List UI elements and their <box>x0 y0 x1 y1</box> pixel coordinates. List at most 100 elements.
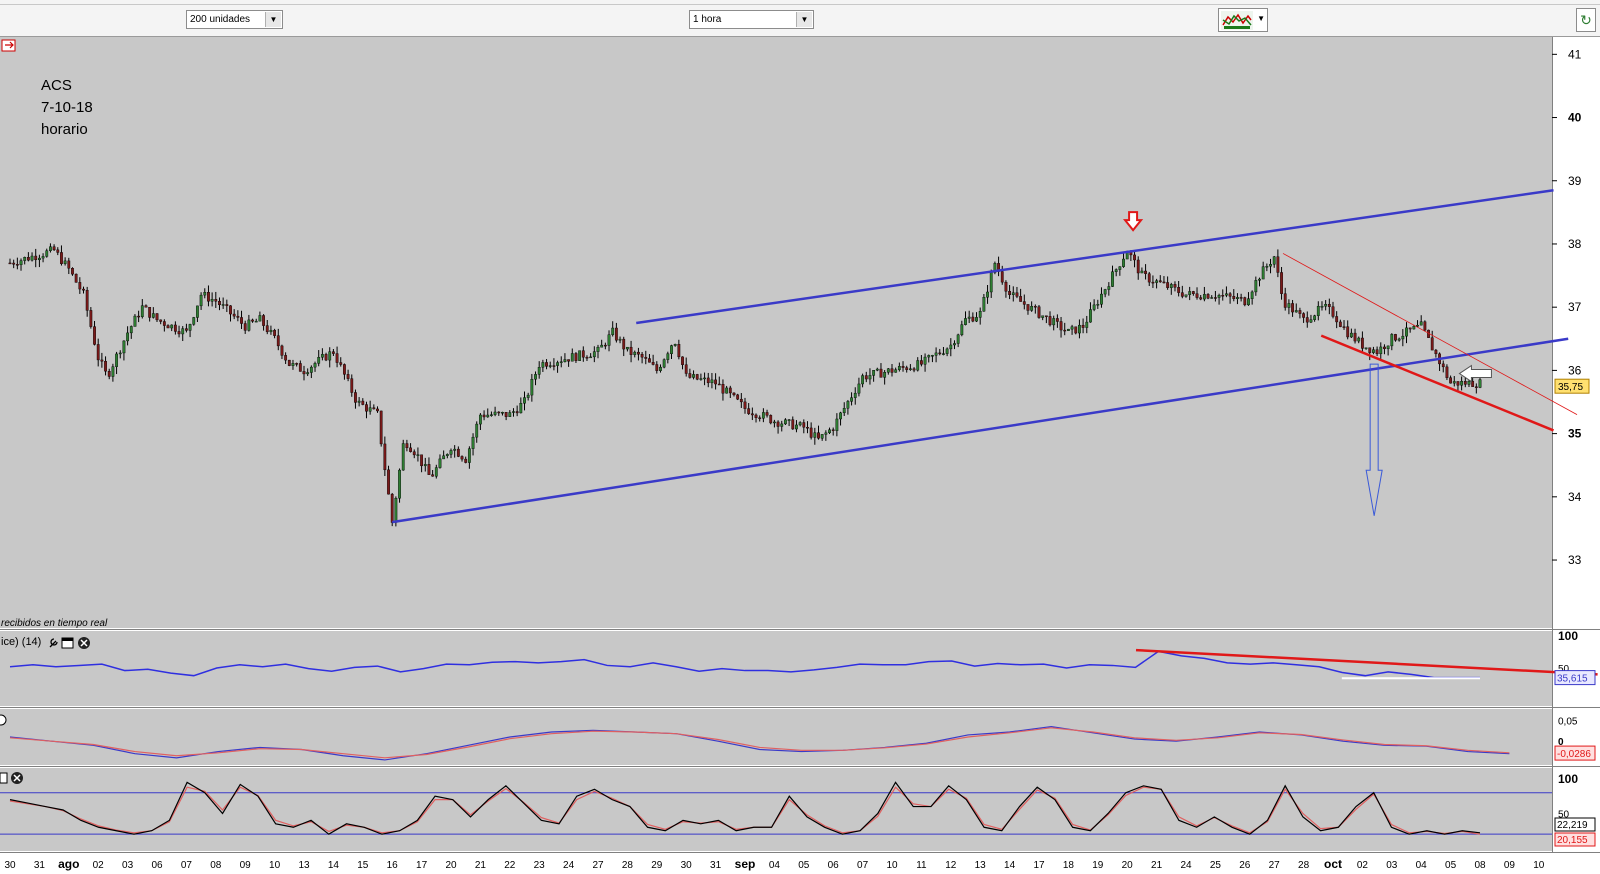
price-panel <box>0 37 1552 628</box>
stoch-d-label: 20,155 <box>1557 835 1588 846</box>
candle-body <box>971 316 975 322</box>
x-tick-label: 31 <box>710 860 722 871</box>
candle-body <box>559 361 563 363</box>
chevron-down-icon[interactable]: ▼ <box>796 12 812 27</box>
x-tick-label: 16 <box>387 860 399 871</box>
candle-body <box>207 292 210 302</box>
candle-body <box>258 315 262 322</box>
export-icon[interactable] <box>1 39 16 52</box>
window-icon[interactable] <box>0 772 8 784</box>
x-tick-label: sep <box>735 857 756 871</box>
candle-body <box>1283 293 1287 308</box>
candle-body <box>523 397 526 404</box>
candle-body <box>1044 315 1048 317</box>
candle-body <box>622 338 626 350</box>
candle-body <box>626 346 629 350</box>
refresh-icon[interactable]: ↻ <box>1576 8 1596 32</box>
window-icon[interactable] <box>61 637 74 649</box>
candle-body <box>1430 337 1434 351</box>
candle-body <box>313 363 317 368</box>
last-price-label: 35,75 <box>1558 382 1583 393</box>
candle-body <box>640 354 644 358</box>
candle-body <box>1089 309 1092 323</box>
candle-body <box>938 352 942 355</box>
x-tick-label: 06 <box>828 860 840 871</box>
chart-type-button[interactable]: ▼ <box>1218 8 1268 32</box>
candle-body <box>1239 297 1243 299</box>
chevron-down-icon[interactable]: ▼ <box>265 12 281 27</box>
candle-body <box>232 313 236 317</box>
candle-body <box>1460 381 1464 386</box>
candle-body <box>1103 289 1107 295</box>
timeframe-select[interactable]: 1 hora ▼ <box>689 10 814 29</box>
candle-body <box>309 366 313 373</box>
candle-body <box>787 419 791 421</box>
candle-body <box>1401 335 1405 340</box>
candle-body <box>927 355 931 358</box>
candle-body <box>1386 345 1390 349</box>
candle-body <box>1291 303 1294 313</box>
candle-body <box>1419 321 1423 326</box>
candle-body <box>651 362 655 365</box>
candle-body <box>886 368 890 373</box>
candle-body <box>956 334 960 344</box>
candle-body <box>15 264 19 266</box>
x-tick-label: 07 <box>181 860 193 871</box>
candle-body <box>137 315 141 318</box>
candle-body <box>420 454 423 467</box>
close-icon[interactable] <box>11 772 23 784</box>
x-tick-label: 06 <box>151 860 163 871</box>
candle-body <box>728 387 732 394</box>
candle-body <box>670 345 673 354</box>
candle-body <box>1033 305 1037 308</box>
candle-body <box>710 379 714 384</box>
candle-body <box>394 498 398 523</box>
candle-body <box>648 358 651 363</box>
panel-icon[interactable] <box>0 714 7 726</box>
candle-body <box>828 429 831 434</box>
close-icon[interactable] <box>78 637 90 649</box>
candle-body <box>1166 282 1170 288</box>
candle-body <box>1228 293 1232 297</box>
candle-body <box>600 344 604 348</box>
candle-body <box>1184 294 1188 297</box>
candle-body <box>365 404 368 412</box>
macd-panel <box>0 709 1552 765</box>
blue-down-arrow <box>1365 363 1383 516</box>
candle-body <box>1041 315 1045 318</box>
candle-body <box>1030 305 1034 311</box>
annotation-line-3: horario <box>41 121 88 138</box>
candle-body <box>1441 363 1445 368</box>
candle-body <box>607 334 611 346</box>
candle-body <box>1092 304 1096 310</box>
candle-body <box>416 454 420 456</box>
candle-body <box>504 412 508 417</box>
chevron-down-icon[interactable]: ▼ <box>1257 14 1265 23</box>
candle-body <box>901 366 905 368</box>
candle-body <box>784 419 787 425</box>
candle-body <box>986 291 989 298</box>
y-tick-label: 38 <box>1568 237 1582 251</box>
candle-body <box>159 319 163 322</box>
rsi-y-label: 100 <box>1558 629 1578 643</box>
candle-body <box>798 422 802 426</box>
candle-body <box>1280 272 1283 294</box>
candle-body <box>144 305 148 308</box>
x-tick-label: 23 <box>534 860 546 871</box>
units-select-value: 200 unidades <box>190 14 251 25</box>
x-tick-label: 08 <box>210 860 222 871</box>
units-select[interactable]: 200 unidades ▼ <box>186 10 283 29</box>
candle-body <box>1316 305 1320 316</box>
candle-body <box>1383 346 1386 349</box>
candle-body <box>614 327 618 341</box>
candle-body <box>456 448 460 457</box>
candle-body <box>67 260 71 269</box>
x-tick-label: ago <box>58 857 79 871</box>
timeframe-select-value: 1 hora <box>693 14 722 25</box>
settings-wrench-icon[interactable] <box>49 638 58 648</box>
candle-body <box>1474 386 1478 388</box>
candle-body <box>1302 313 1306 318</box>
x-tick-label: 27 <box>1269 860 1281 871</box>
candle-body <box>23 257 27 261</box>
candle-body <box>1272 256 1276 265</box>
